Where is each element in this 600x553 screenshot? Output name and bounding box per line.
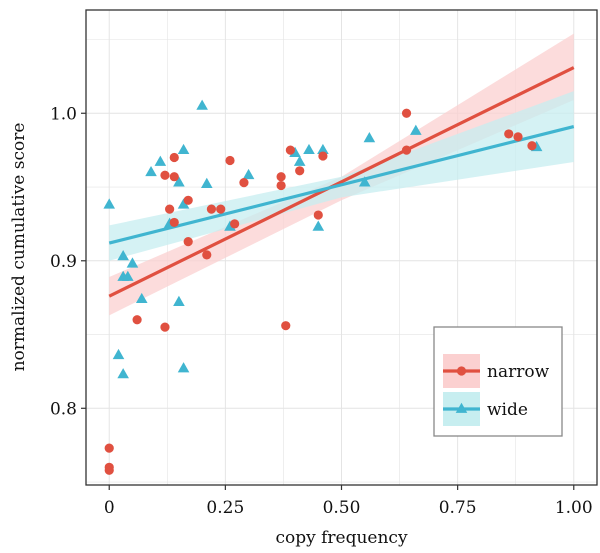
narrow-point bbox=[132, 315, 142, 325]
wide-point bbox=[145, 165, 157, 177]
wide-point bbox=[293, 155, 306, 166]
wide-point bbox=[154, 155, 167, 166]
x-tick-label: 0.50 bbox=[323, 498, 361, 518]
narrow-point bbox=[295, 166, 305, 176]
wide-fit-line bbox=[108, 124, 575, 245]
wide-point bbox=[289, 146, 301, 157]
narrow-point bbox=[239, 177, 249, 188]
legend-marker-narrow bbox=[456, 366, 467, 376]
wide-point bbox=[200, 177, 213, 188]
legend-label-narrow: narrow bbox=[487, 362, 550, 382]
x-axis-label: copy frequency bbox=[275, 528, 407, 548]
narrow-point bbox=[513, 132, 523, 142]
wide-point bbox=[242, 168, 255, 180]
narrow-point bbox=[104, 443, 114, 453]
narrow-point bbox=[276, 172, 286, 182]
narrow-point bbox=[104, 465, 114, 475]
narrow-point bbox=[206, 204, 217, 214]
wide-point bbox=[103, 198, 116, 209]
narrow-point bbox=[165, 204, 175, 214]
narrow-point bbox=[183, 236, 193, 247]
x-tick-label: 0 bbox=[104, 498, 115, 518]
wide-point bbox=[312, 220, 325, 231]
narrow-point bbox=[318, 151, 328, 161]
wide-point bbox=[303, 143, 315, 155]
wide-point bbox=[317, 143, 329, 155]
wide-point bbox=[177, 198, 190, 209]
wide-point bbox=[126, 257, 139, 268]
narrow-point bbox=[276, 180, 286, 191]
narrow-point bbox=[230, 219, 240, 229]
wide-point bbox=[177, 362, 190, 373]
narrow-point bbox=[169, 172, 179, 182]
narrow-point bbox=[160, 170, 170, 180]
wide-point bbox=[173, 295, 185, 306]
narrow-point bbox=[401, 145, 412, 155]
y-axis-label: normalized cumulative score bbox=[9, 123, 29, 372]
narrow-point bbox=[313, 210, 323, 220]
narrow-point bbox=[401, 108, 412, 118]
narrow-point bbox=[225, 155, 235, 166]
wide-point bbox=[177, 143, 190, 155]
y-tick-label: 1.0 bbox=[50, 104, 77, 124]
narrow-point bbox=[527, 141, 537, 151]
legend-marker-wide bbox=[455, 402, 468, 413]
narrow-point bbox=[183, 195, 193, 205]
fit-lines bbox=[108, 66, 575, 298]
axis-ticks: 0 0.25 0.50 0.75 1.00 0.8 0.9 1.0 bbox=[50, 104, 593, 518]
x-tick-label: 0.75 bbox=[439, 498, 477, 518]
wide-point bbox=[363, 132, 376, 143]
narrow-fit-line bbox=[108, 66, 575, 298]
wide-confidence-band bbox=[109, 91, 574, 261]
wide-point bbox=[117, 368, 129, 379]
narrow-confidence-band bbox=[109, 33, 574, 316]
x-tick-label: 1.00 bbox=[555, 498, 593, 518]
legend: narrow wide bbox=[433, 326, 563, 437]
x-tick-label: 0.25 bbox=[206, 498, 244, 518]
y-tick-label: 0.9 bbox=[50, 252, 77, 272]
data-points bbox=[103, 99, 543, 475]
wide-point bbox=[117, 250, 129, 261]
wide-point bbox=[358, 176, 371, 187]
narrow-point bbox=[169, 217, 179, 228]
narrow-point bbox=[504, 129, 514, 139]
narrow-point bbox=[202, 250, 212, 260]
wide-point bbox=[196, 99, 208, 110]
confidence-bands bbox=[109, 33, 574, 316]
narrow-point bbox=[169, 152, 179, 163]
wide-point bbox=[410, 124, 422, 135]
wide-point bbox=[173, 176, 185, 187]
y-tick-label: 0.8 bbox=[50, 399, 77, 419]
narrow-point bbox=[216, 204, 226, 214]
legend-label-wide: wide bbox=[487, 400, 528, 420]
narrow-point bbox=[160, 322, 170, 332]
narrow-point bbox=[285, 145, 295, 155]
wide-point bbox=[135, 292, 148, 304]
wide-point bbox=[112, 348, 125, 360]
narrow-point bbox=[281, 321, 291, 331]
wide-point bbox=[122, 270, 134, 281]
wide-point bbox=[224, 220, 236, 231]
